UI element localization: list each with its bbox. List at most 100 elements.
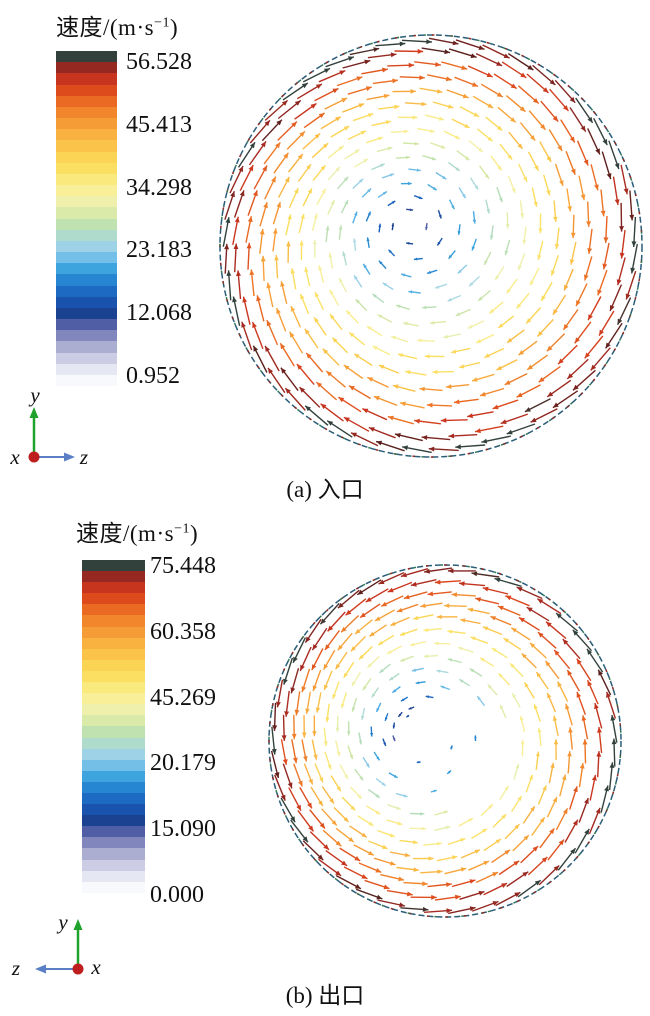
vector-arrow <box>491 647 508 659</box>
vector-arrow <box>625 270 637 300</box>
colorbar-band <box>82 848 145 860</box>
vector-arrow <box>311 142 329 159</box>
colorbar-title-superscript: −1 <box>154 15 170 31</box>
vector-arrow <box>373 395 398 407</box>
vector-arrow <box>522 805 536 824</box>
vector-arrow <box>400 655 414 662</box>
vector-arrow <box>387 249 396 257</box>
vector-arrow <box>397 353 418 360</box>
vector-arrow <box>446 769 452 775</box>
vector-arrow <box>487 683 498 696</box>
vector-arrow <box>416 761 421 764</box>
vector-arrow <box>382 738 387 747</box>
vector-arrow <box>517 879 542 898</box>
vector-arrow <box>489 225 494 240</box>
vector-arrow <box>574 321 592 344</box>
vector-arrow <box>413 614 434 621</box>
vector-arrow <box>280 281 288 304</box>
vector-arrow <box>267 367 286 394</box>
vector-arrow <box>365 211 372 222</box>
vector-arrow <box>402 321 420 327</box>
colorbar-band <box>82 626 145 638</box>
colorbar-title-outlet: 速度/(m·s−1) <box>76 514 198 548</box>
colorbar-band <box>82 715 145 727</box>
colorbar-band <box>56 140 117 152</box>
vector-arrow <box>302 132 321 150</box>
vector-arrow <box>501 61 527 79</box>
vector-arrow <box>471 373 495 382</box>
vector-arrow <box>429 320 446 325</box>
vector-arrow <box>444 603 467 608</box>
vector-arrow <box>362 756 370 768</box>
vector-arrow <box>519 122 536 142</box>
vector-arrow <box>468 860 490 871</box>
vector-arrow <box>572 629 593 652</box>
colorbar-band <box>56 363 117 375</box>
vector-arrow <box>423 654 439 659</box>
vector-arrow <box>299 646 312 672</box>
vector-arrow <box>587 128 601 155</box>
z-axis-arrowhead <box>64 452 75 462</box>
vector-arrow <box>318 858 342 877</box>
vector-arrow <box>608 140 620 170</box>
vector-arrow <box>601 151 612 180</box>
vector-arrow <box>283 657 294 685</box>
vector-arrow <box>390 616 410 627</box>
vector-arrow <box>506 329 525 344</box>
vector-arrow <box>304 328 319 349</box>
vector-arrow <box>322 649 336 670</box>
vector-arrow <box>391 223 395 231</box>
vector-arrow <box>378 104 400 110</box>
vector-arrow <box>297 809 315 832</box>
vector-arrow <box>448 48 477 59</box>
vector-arrow <box>434 641 451 646</box>
vector-arrow <box>353 353 373 367</box>
vector-arrow <box>545 621 567 640</box>
vector-arrow <box>448 250 456 260</box>
vector-arrow <box>493 73 518 90</box>
vector-arrow <box>312 669 322 692</box>
vector-arrow <box>323 727 328 747</box>
vector-arrow <box>556 681 569 702</box>
vector-arrow <box>560 119 576 143</box>
vector-arrow <box>508 131 524 150</box>
vector-arrow <box>594 702 603 729</box>
vector-arrow <box>396 866 419 872</box>
vector-arrow <box>302 188 313 207</box>
vector-arrow <box>537 727 542 747</box>
vector-arrow <box>417 127 435 133</box>
vector-arrow <box>340 199 349 214</box>
vector-arrow <box>423 841 442 846</box>
vector-arrow <box>261 119 283 142</box>
vector-arrow <box>333 807 350 823</box>
vector-arrow <box>382 282 394 291</box>
colorbar-band <box>82 582 145 594</box>
caption-outlet: (b) 出口 <box>285 983 365 1008</box>
vector-arrow <box>322 829 342 847</box>
vector-arrow <box>499 704 507 719</box>
vector-arrow <box>603 215 609 243</box>
vector-arrow <box>494 577 522 587</box>
vector-arrow <box>620 164 629 195</box>
vector-arrow <box>424 567 453 574</box>
vector-arrow <box>222 217 231 247</box>
vector-arrow <box>320 116 342 130</box>
vector-arrow <box>434 894 461 901</box>
vector-arrow <box>587 228 593 254</box>
vector-arrow <box>546 796 558 818</box>
colorbar-band <box>82 770 145 782</box>
vector-arrow <box>546 333 566 352</box>
vector-arrow <box>327 145 345 159</box>
vector-arrow <box>288 187 299 209</box>
vector-arrow <box>436 855 458 862</box>
vector-arrow <box>305 691 311 715</box>
colorbar-inlet <box>56 51 117 387</box>
vector-arrow <box>390 129 409 134</box>
vector-arrow <box>525 307 542 324</box>
colorbar-band <box>56 263 117 275</box>
vector-arrow <box>475 871 499 884</box>
vector-arrow <box>447 294 461 302</box>
vector-arrow <box>379 663 392 674</box>
vector-arrow <box>410 812 425 816</box>
vector-arrow <box>411 667 424 672</box>
